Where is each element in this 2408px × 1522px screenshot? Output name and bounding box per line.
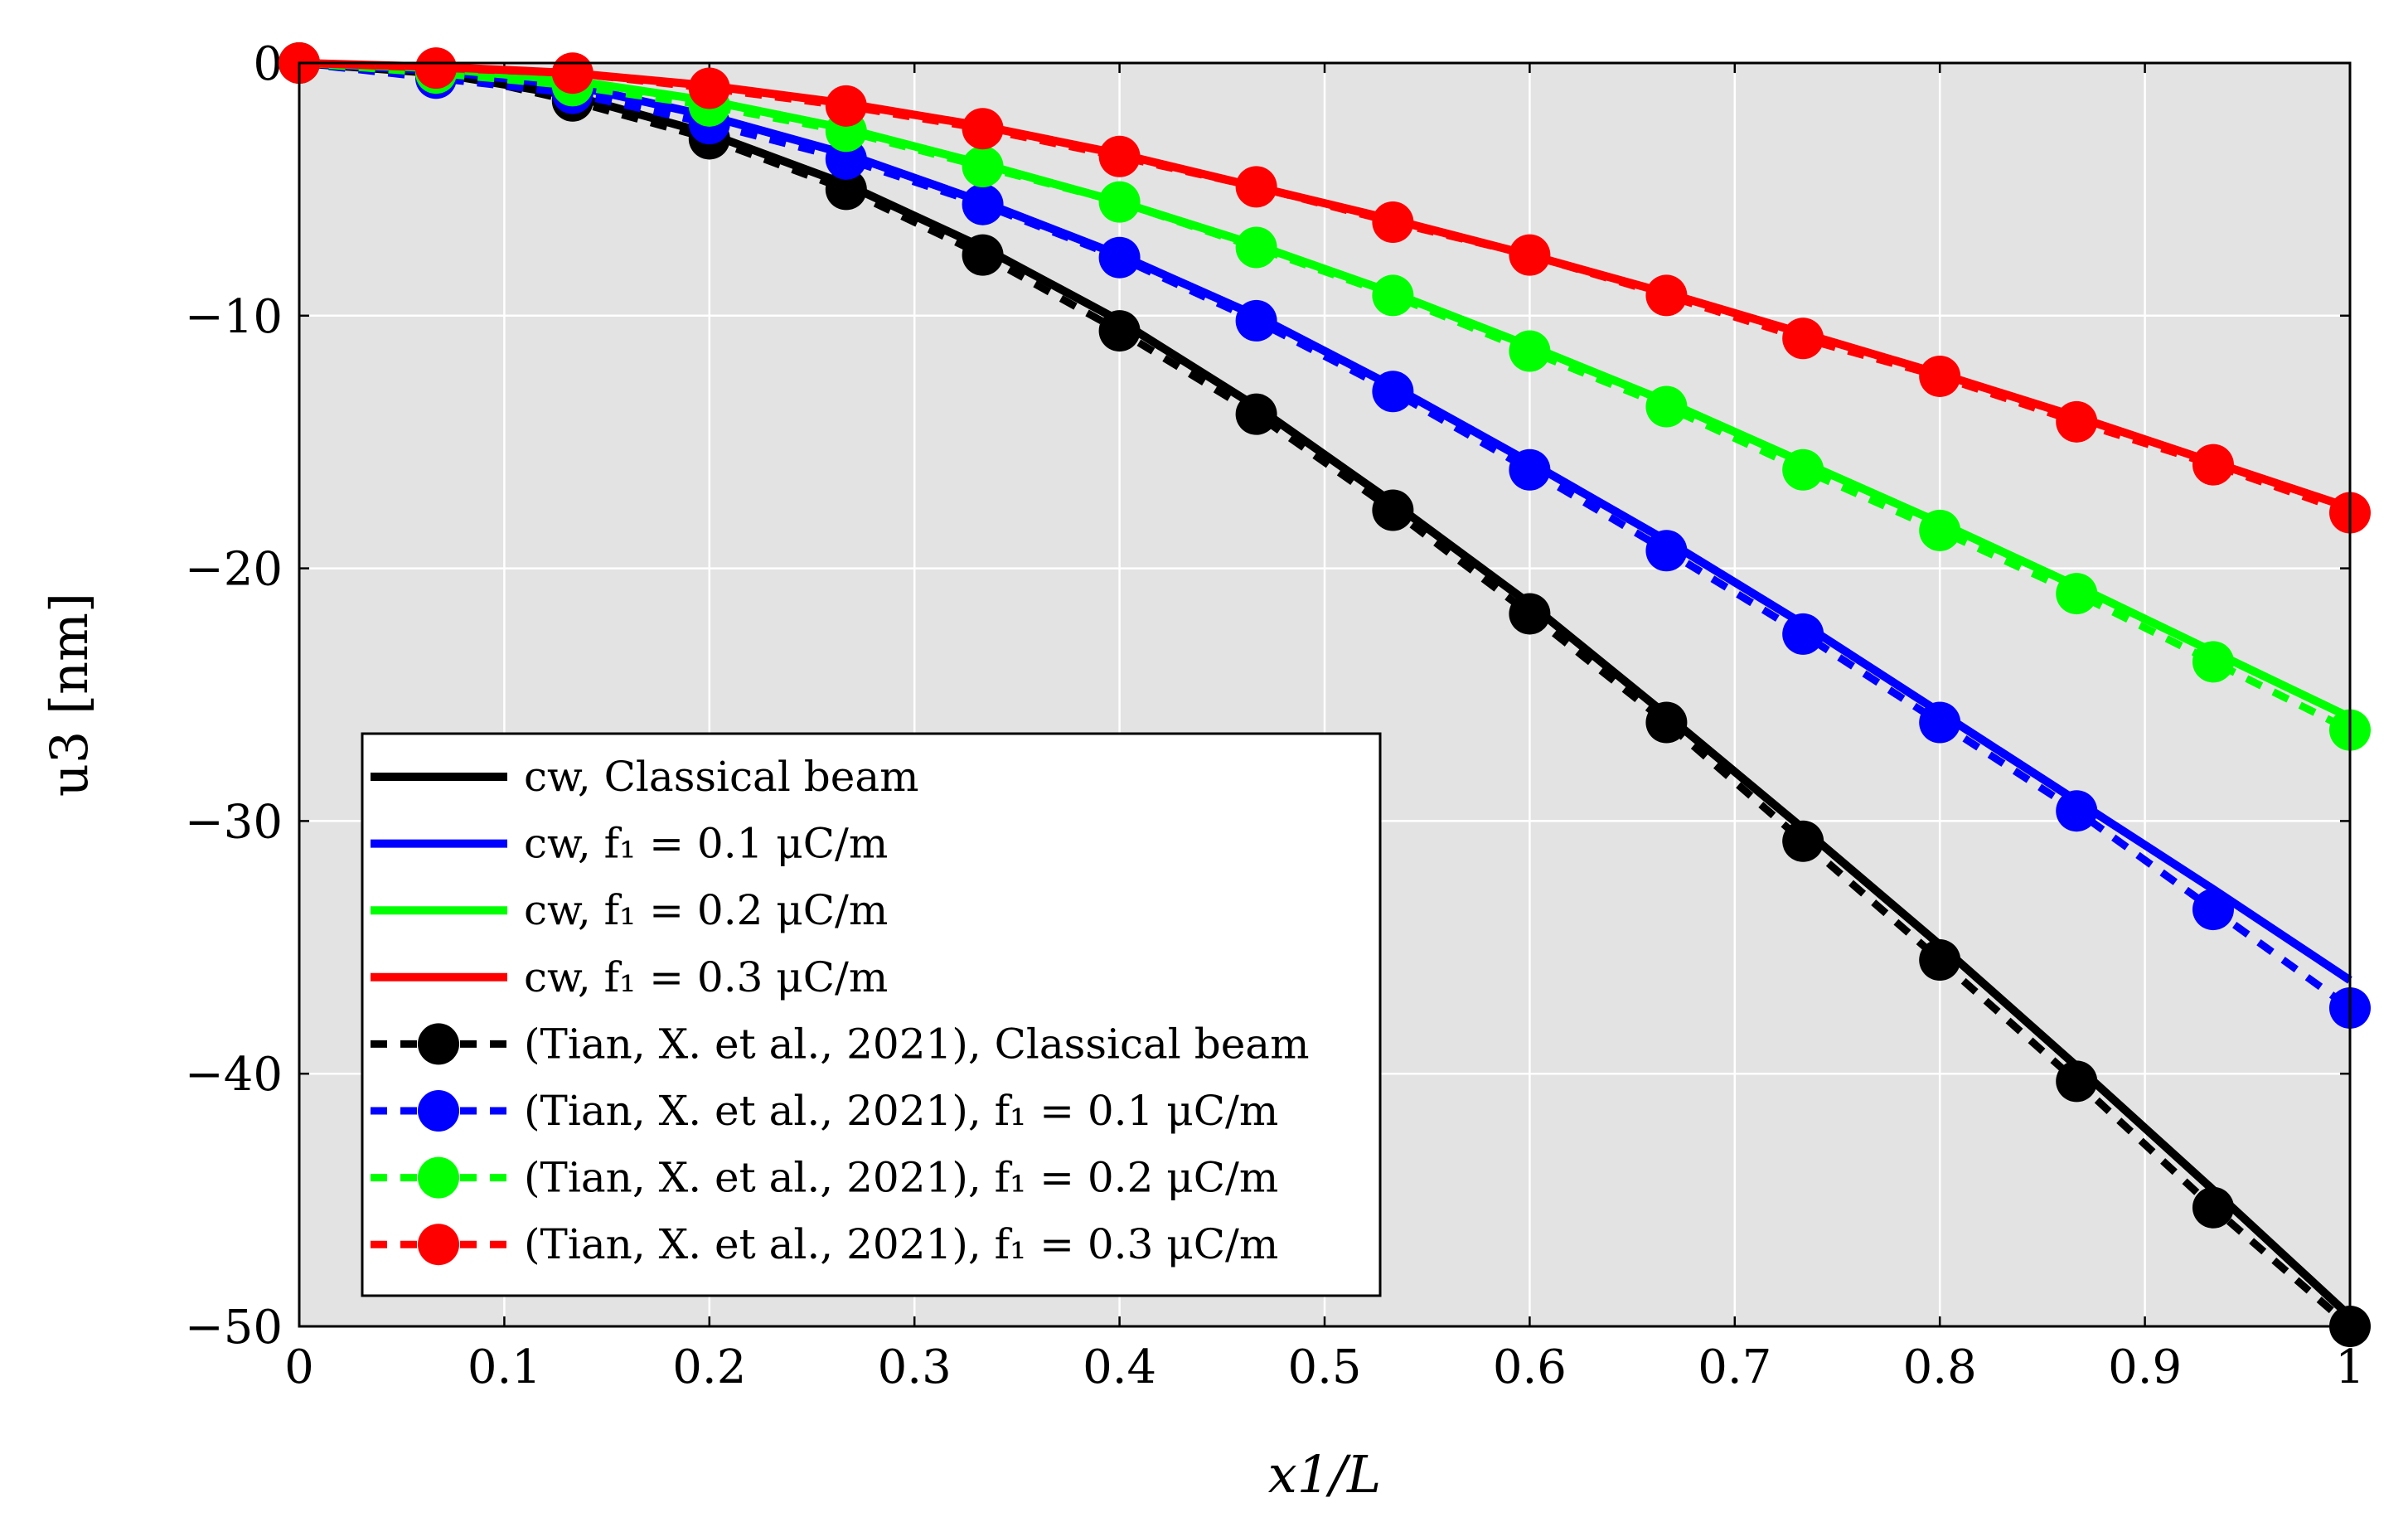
x-tick-label: 0.9: [2108, 1340, 2182, 1394]
series-5-point: [2056, 790, 2098, 832]
legend-box: [361, 732, 1382, 1297]
series-6-point: [1645, 385, 1688, 428]
series-7-point: [1509, 234, 1551, 276]
legend-label: (Tian, X. et al., 2021), f₁ = 0.3 μC/m: [524, 1220, 1278, 1268]
legend-label: cw, f₁ = 0.1 μC/m: [524, 820, 888, 868]
x-tick-label: 0.2: [672, 1340, 746, 1394]
series-6-point: [2056, 573, 2098, 615]
series-7-point: [415, 47, 458, 90]
x-tick-label: 0.6: [1493, 1340, 1567, 1394]
x-axis-title: x1/L: [1268, 1444, 1381, 1505]
y-tick-label: −20: [185, 543, 283, 597]
series-4-point: [1098, 310, 1141, 352]
legend-label: (Tian, X. et al., 2021), f₁ = 0.1 μC/m: [524, 1087, 1278, 1135]
series-4-point: [1645, 701, 1688, 744]
series-4-point: [825, 168, 867, 211]
x-tick-label: 0.5: [1287, 1340, 1361, 1394]
series-7-point: [1372, 201, 1414, 244]
series-6-point: [1235, 226, 1277, 269]
series-6-point: [2192, 641, 2234, 683]
x-tick-label: 0.3: [878, 1340, 952, 1394]
legend: cw, Classical beam cw, f₁ = 0.1 μC/m cw, f…: [361, 732, 1382, 1297]
series-4-point: [1782, 820, 1824, 862]
legend-label: cw, f₁ = 0.3 μC/m: [524, 953, 888, 1001]
series-5-point: [1919, 701, 1961, 744]
series-6-point: [1919, 509, 1961, 551]
series-5-point: [1372, 371, 1414, 413]
series-line-5: [298, 59, 2352, 1011]
y-axis-label: u3 [nm]: [39, 593, 99, 797]
grid-lines: [299, 63, 2350, 1326]
legend-label: cw, Classical beam: [524, 753, 919, 801]
series-7-point: [1645, 274, 1688, 317]
legend-swatch-marker: [418, 1090, 459, 1132]
series-6-point: [1372, 274, 1414, 317]
x-tick-label: 0.1: [468, 1340, 541, 1394]
series-6-point: [1098, 181, 1141, 223]
y-tick-label: −40: [185, 1048, 283, 1102]
series-7-point: [1098, 135, 1141, 177]
legend-label: (Tian, X. et al., 2021), f₁ = 0.2 μC/m: [524, 1154, 1278, 1202]
x-tick-label: 0.4: [1083, 1340, 1156, 1394]
y-tick-label: −50: [185, 1301, 283, 1355]
x-tick-label: 0.7: [1698, 1340, 1771, 1394]
series-line-1: [298, 59, 2352, 984]
series-line-6: [298, 59, 2352, 734]
series-4-point: [962, 234, 1004, 276]
series-7-point: [1235, 166, 1277, 208]
legend-label: (Tian, X. et al., 2021), Classical beam: [524, 1020, 1310, 1068]
legend-label: cw, f₁ = 0.2 μC/m: [524, 886, 888, 934]
series-5-point: [2192, 889, 2234, 931]
series-7-point: [825, 85, 867, 127]
y-axis-ticks: 0 −10 −20 −30 −40 −50: [185, 37, 2350, 1355]
series-6-point: [962, 145, 1004, 187]
series-5-point: [1782, 613, 1824, 655]
series-5-point: [1645, 530, 1688, 572]
x-axis-ticks: 0 0.1 0.2 0.3 0.4 0.5 0.6 0.7 0.8 0.9 1: [284, 63, 2365, 1394]
series-4-point: [1372, 489, 1414, 531]
series-line-0: [298, 59, 2353, 1320]
series-7-point: [2056, 400, 2098, 443]
series-line-7: [298, 59, 2352, 516]
series-7-point: [688, 67, 730, 109]
x-axis-label: x1/L: [1268, 1444, 1381, 1505]
y-tick-label: −10: [185, 290, 283, 344]
series-4-point: [1235, 393, 1277, 435]
series-7-point: [2192, 444, 2234, 486]
x-tick-label: 1: [2335, 1340, 2365, 1394]
legend-swatch-marker: [418, 1224, 459, 1266]
series-5-point: [962, 183, 1004, 225]
x-tick-label: 0.8: [1903, 1340, 1977, 1394]
series-7-point: [1919, 355, 1961, 397]
plot-frame: [298, 61, 2352, 1328]
series-7-point: [962, 108, 1004, 150]
series-5-point: [1235, 299, 1277, 342]
y-axis-title: u3 [nm]: [39, 593, 99, 797]
legend-swatch-marker: [418, 1156, 459, 1199]
y-tick-label: 0: [253, 37, 283, 91]
x-tick-label: 0: [284, 1340, 314, 1394]
series-5-point: [1098, 236, 1141, 279]
legend-swatch-marker: [418, 1023, 459, 1065]
series-line-4: [298, 59, 2352, 1330]
series-4-point: [1509, 593, 1551, 635]
series-6-point: [1509, 330, 1551, 372]
series-4-point: [2056, 1060, 2098, 1103]
series-7-point: [1782, 317, 1824, 360]
series-4-point: [1919, 939, 1961, 982]
series-6-point: [1782, 448, 1824, 491]
y-tick-label: −30: [185, 795, 283, 849]
series-4-point: [2192, 1186, 2234, 1229]
series-5-point: [1509, 448, 1551, 491]
series-7-point: [551, 52, 594, 95]
series-layer: [279, 42, 2371, 1347]
